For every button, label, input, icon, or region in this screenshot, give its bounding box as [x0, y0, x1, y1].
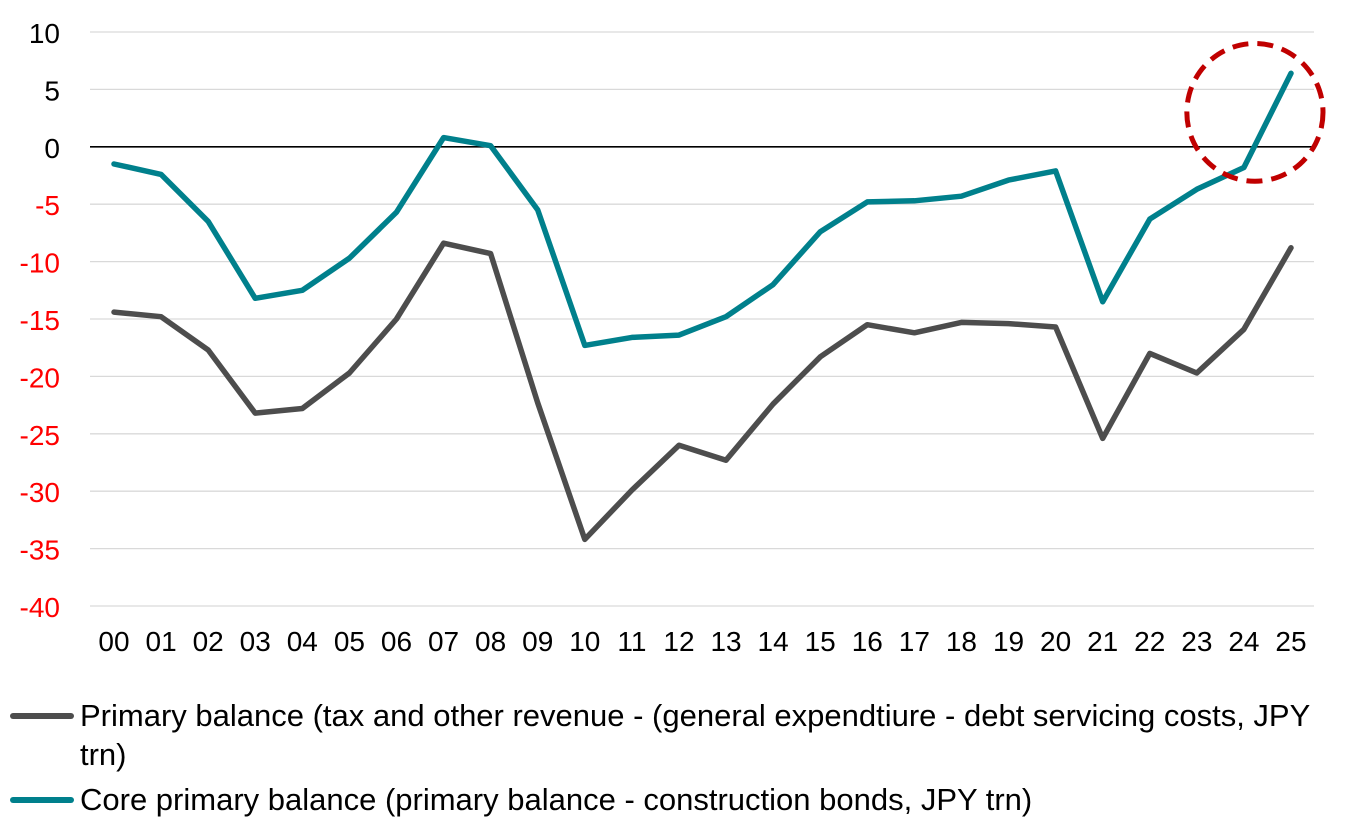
legend-swatch-primary-balance — [10, 713, 74, 719]
x-tick-label: 23 — [1181, 626, 1212, 657]
y-tick-label: -10 — [20, 248, 60, 279]
x-axis-tick-labels: 00 01 02 03 04 05 06 07 08 09 10 11 12 13 14 15 16 17 18 19… — [98, 626, 1306, 657]
x-tick-label: 04 — [287, 626, 318, 657]
x-tick-label: 12 — [663, 626, 694, 657]
y-tick-label: -35 — [20, 535, 60, 566]
grid-lines — [90, 31, 1314, 607]
line-chart: 10 5 0 -5 -10 -15 -20 -25 -30 -35 -40 00 01 02 03 04 05… — [20, 18, 1326, 657]
x-tick-label: 08 — [475, 626, 506, 657]
x-tick-label: 00 — [98, 626, 129, 657]
x-tick-label: 14 — [758, 626, 789, 657]
legend-item-primary-balance: Primary balance (tax and other revenue -… — [10, 696, 1350, 774]
annotation-layer — [1184, 40, 1326, 184]
x-tick-label: 25 — [1275, 626, 1306, 657]
y-tick-label: 0 — [44, 133, 60, 164]
legend-swatch-core-primary-balance — [10, 797, 74, 803]
x-tick-label: 02 — [193, 626, 224, 657]
legend: Primary balance (tax and other revenue -… — [10, 696, 1350, 825]
y-axis-tick-labels: 10 5 0 -5 -10 -15 -20 -25 -30 -35 -40 — [20, 18, 60, 623]
x-tick-label: 11 — [617, 626, 646, 657]
series-line-primary-balance — [111, 240, 1294, 543]
y-tick-label: -25 — [20, 420, 60, 451]
x-tick-label: 03 — [240, 626, 271, 657]
legend-item-core-primary-balance: Core primary balance (primary balance - … — [10, 780, 1350, 819]
x-tick-label: 07 — [428, 626, 459, 657]
y-tick-label: -30 — [20, 477, 60, 508]
x-tick-label: 17 — [899, 626, 930, 657]
legend-label-primary-balance: Primary balance (tax and other revenue -… — [80, 698, 1310, 772]
y-tick-label: -20 — [20, 362, 60, 393]
x-tick-label: 19 — [993, 626, 1024, 657]
x-tick-label: 13 — [710, 626, 741, 657]
annotation-dashed-ellipse — [1184, 40, 1326, 184]
legend-label-core-primary-balance: Core primary balance (primary balance - … — [80, 782, 1033, 817]
y-tick-label: -5 — [35, 190, 60, 221]
x-tick-label: 15 — [805, 626, 836, 657]
x-tick-label: 05 — [334, 626, 365, 657]
y-tick-label: -40 — [20, 592, 60, 623]
x-tick-label: 16 — [852, 626, 883, 657]
x-tick-label: 20 — [1040, 626, 1071, 657]
x-tick-label: 21 — [1087, 626, 1118, 657]
x-tick-label: 06 — [381, 626, 412, 657]
y-tick-label: 10 — [29, 18, 60, 49]
x-tick-label: 09 — [522, 626, 553, 657]
series-lines — [111, 70, 1294, 543]
series-line-core-primary-balance — [111, 70, 1294, 349]
x-tick-label: 01 — [146, 626, 177, 657]
y-tick-label: 5 — [44, 75, 60, 106]
x-tick-label: 22 — [1134, 626, 1165, 657]
x-tick-label: 10 — [569, 626, 600, 657]
x-tick-label: 24 — [1228, 626, 1259, 657]
y-tick-label: -15 — [20, 305, 60, 336]
x-tick-label: 18 — [946, 626, 977, 657]
